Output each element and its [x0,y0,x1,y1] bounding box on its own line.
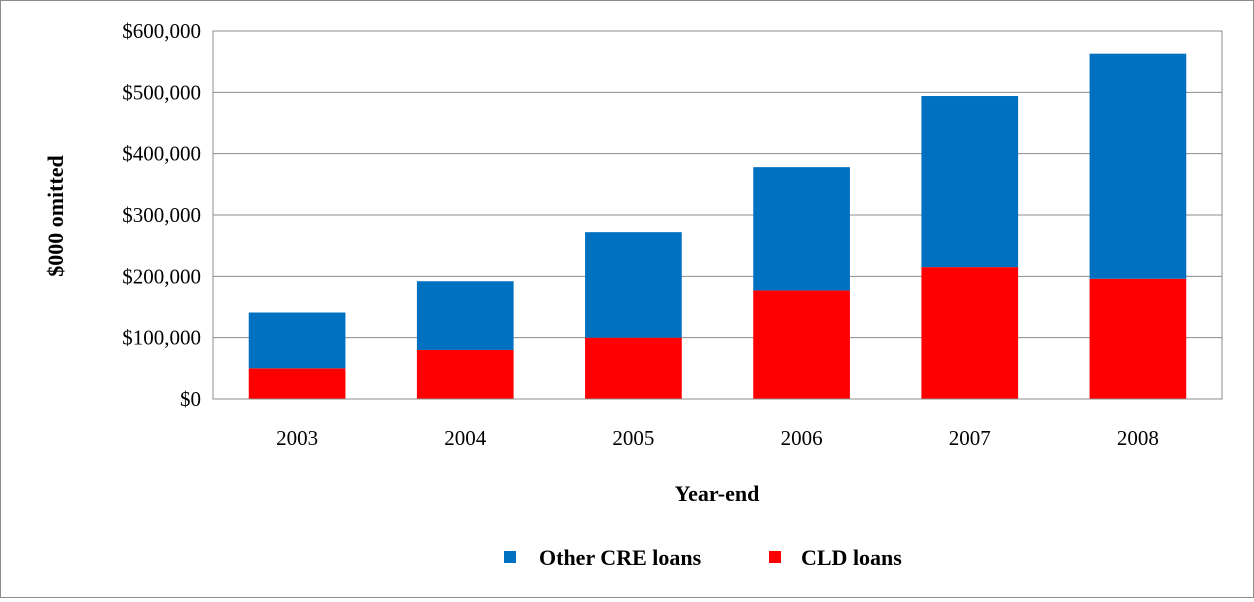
bar-cld-loans-2003 [248,368,346,399]
x-axis-title: Year-end [675,481,760,506]
bar-other-cre-loans-2005 [585,232,682,338]
bar-cld-loans-2005 [585,337,682,399]
legend: Other CRE loans CLD loans [504,545,902,570]
bar-cld-loans-2008 [1089,278,1187,399]
bar-cld-loans-2004 [416,349,514,399]
legend-label-other-cre-loans: Other CRE loans [539,545,702,570]
bar-cld-loans-2007 [921,267,1019,399]
x-tick-label: 2004 [444,426,487,450]
bar-other-cre-loans-2006 [753,167,850,291]
legend-label-cld-loans: CLD loans [801,545,902,570]
bar-cld-loans-2006 [753,290,850,399]
x-tick-label: 2007 [949,426,991,450]
y-axis-title: $000 omitted [43,155,68,277]
y-tick-label: $300,000 [122,203,201,227]
bar-other-cre-loans-2004 [416,281,514,350]
bar-other-cre-loans-2008 [1089,53,1187,279]
plot-area-border [212,30,1223,400]
plot-area [212,30,1223,400]
y-tick-label: $600,000 [122,19,201,43]
y-tick-label: $100,000 [122,326,201,350]
bars [248,53,1187,399]
y-tick-label: $500,000 [122,80,201,104]
x-tick-label: 2006 [781,426,823,450]
y-tick-label: $200,000 [122,264,201,288]
gridlines [213,30,1222,339]
x-tick-label: 2003 [276,426,318,450]
y-tick-label: $400,000 [122,142,201,166]
x-tick-label: 2005 [612,426,654,450]
legend-swatch-other-cre-loans [504,551,516,563]
y-axis-ticks: $0 $100,000 $200,000 $300,000 $400,000 $500,0… [122,19,201,411]
x-axis-ticks: 2003 2004 2005 2006 2007 2008 [276,426,1159,450]
bar-other-cre-loans-2007 [921,96,1019,268]
y-tick-label: $0 [180,387,201,411]
bar-other-cre-loans-2003 [248,312,346,369]
x-tick-label: 2008 [1117,426,1159,450]
legend-swatch-cld-loans [769,551,781,563]
